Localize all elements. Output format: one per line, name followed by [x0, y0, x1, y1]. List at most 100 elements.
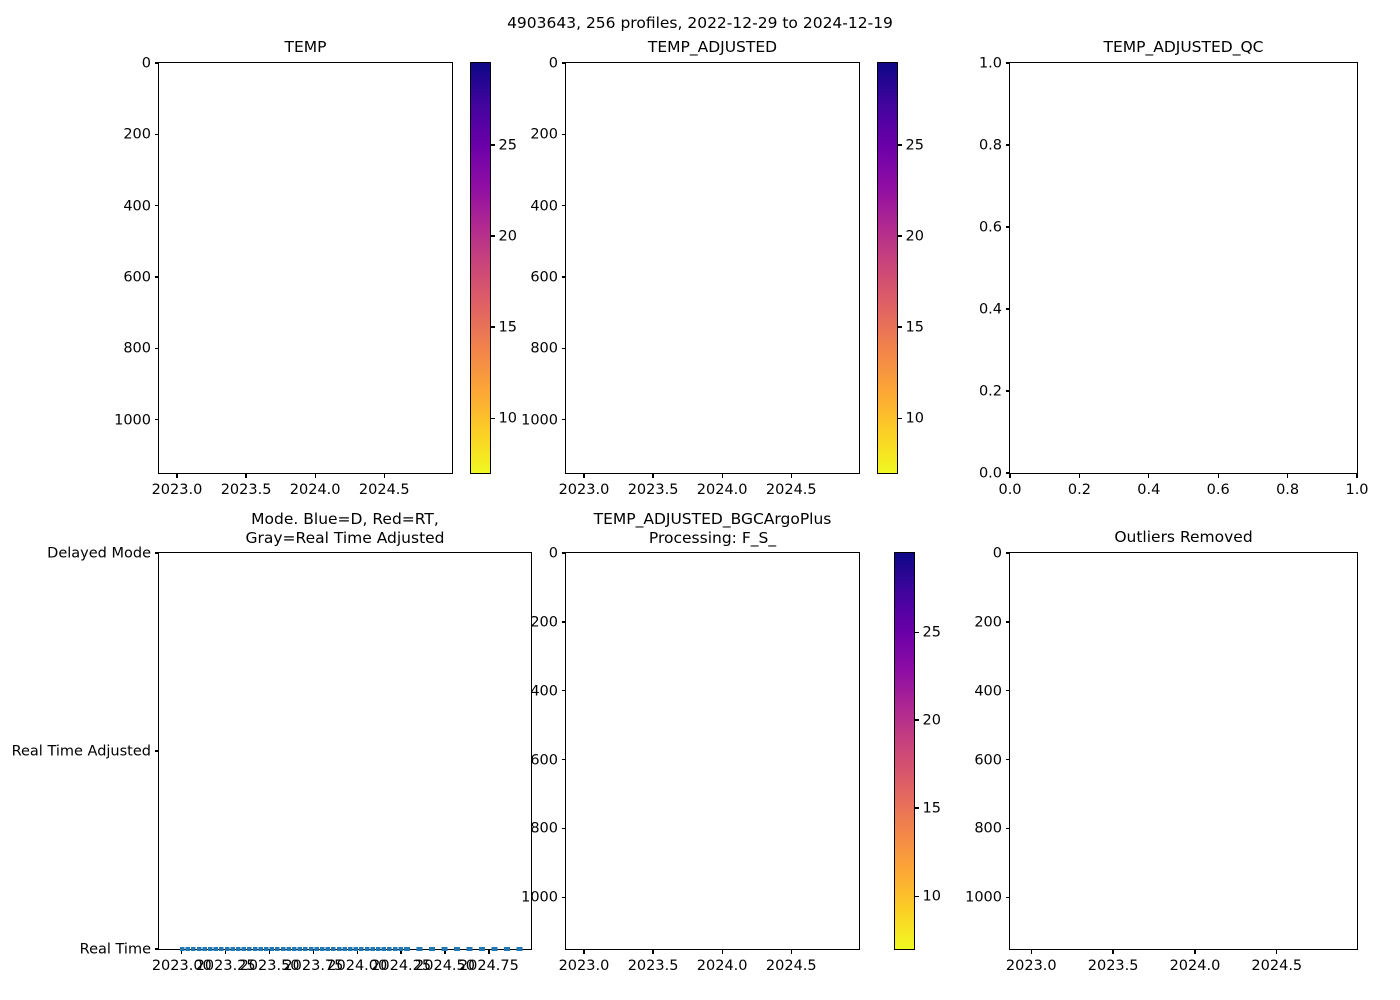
- axes-mode[interactable]: Mode. Blue=D, Red=RT, Gray=Real Time Adju…: [12, 510, 532, 974]
- xtick-label: 2023.5: [220, 481, 272, 498]
- xtick-label: 2023.50: [239, 957, 300, 974]
- xtick-mark: [444, 949, 446, 954]
- ytick-mark: [1005, 552, 1010, 554]
- ytick-label: 1000: [965, 889, 1002, 906]
- xtick-mark: [1030, 949, 1032, 954]
- colorbar-tick-label: 20: [905, 228, 924, 245]
- ytick-mark: [561, 418, 566, 421]
- colorbar-tick-mark: [897, 417, 902, 420]
- xtick-label: 2024.0: [1169, 957, 1221, 974]
- ytick-label: 0.8: [978, 137, 1002, 154]
- colorbar-temp[interactable]: 25 20 15 10: [470, 62, 517, 474]
- ytick-label: 600: [123, 269, 151, 286]
- ytick-mark: [154, 204, 159, 207]
- xtick-label: 0.2: [1067, 481, 1091, 498]
- xtick-mark: [583, 473, 585, 478]
- ytick-label: 0.4: [978, 301, 1002, 318]
- ytick-mark: [1005, 472, 1010, 474]
- xtick-label: 1.0: [1345, 481, 1369, 498]
- ytick-label: 0: [992, 545, 1002, 562]
- ytick-label: 200: [123, 126, 151, 143]
- xtick-mark: [1112, 949, 1114, 954]
- ytick-label: 800: [530, 820, 558, 837]
- ytick-mark: [154, 133, 159, 135]
- ytick-mark: [561, 552, 566, 554]
- colorbar-tick-label: 25: [498, 137, 517, 154]
- colorbar-tick-label: 25: [922, 624, 941, 641]
- axes-title-bgcargoplus-line2: Processing: F_S_: [648, 528, 777, 547]
- axes-temp-adjusted[interactable]: TEMP_ADJUSTED 0 200 400 600 800 1000 202…: [521, 38, 860, 498]
- colorbar-bgcargoplus[interactable]: 25 20 15 10: [894, 552, 941, 950]
- xtick-label: 2024.5: [358, 481, 410, 498]
- ytick-mark: [1005, 621, 1010, 623]
- colorbar-tick-mark: [914, 895, 919, 897]
- ytick-label: 200: [974, 614, 1002, 631]
- xtick-label: 0.6: [1206, 481, 1230, 498]
- xtick-mark: [176, 473, 178, 478]
- ytick-label: 600: [530, 269, 558, 286]
- axes-temp-adjusted-qc[interactable]: TEMP_ADJUSTED_QC 0.0 0.2 0.4 0.6 0.8 1.0…: [979, 38, 1369, 498]
- xtick-mark: [225, 949, 227, 954]
- ytick-label: 1000: [521, 412, 558, 429]
- xtick-label: 2023.00: [151, 957, 212, 974]
- xtick-mark: [268, 949, 271, 954]
- ytick-mark: [561, 62, 566, 64]
- ytick-mark: [561, 827, 566, 830]
- axes-temp-adjusted-bgcargoplus[interactable]: TEMP_ADJUSTED_BGCArgoPlus Processing: F_S…: [521, 510, 860, 974]
- ytick-label: 0.6: [978, 219, 1002, 236]
- colorbar-tick-mark: [897, 144, 902, 146]
- ytick-mark: [154, 418, 159, 421]
- ytick-mark: [154, 750, 159, 752]
- axes-title-mode-line2: Gray=Real Time Adjusted: [245, 528, 445, 547]
- ytick-mark: [1005, 896, 1010, 899]
- ytick-label: 800: [974, 820, 1002, 837]
- xtick-label: 2023.0: [1005, 957, 1057, 974]
- ytick-label: 200: [530, 614, 558, 631]
- colorbar-tick-mark: [897, 235, 902, 237]
- xtick-label: 2024.0: [289, 481, 341, 498]
- xtick-mark: [245, 473, 247, 478]
- ytick-label: 400: [123, 198, 151, 215]
- ytick-label: 1000: [521, 889, 558, 906]
- colorbar-tick-mark: [897, 326, 902, 328]
- axes-outliers-removed[interactable]: Outliers Removed 0 200 400 600 800 1000 …: [965, 528, 1358, 974]
- xtick-mark: [1194, 949, 1196, 954]
- colorbar-gradient: [895, 553, 914, 949]
- colorbar-tick-mark: [914, 719, 919, 721]
- xtick-mark: [312, 949, 315, 954]
- ytick-mark: [1005, 690, 1010, 692]
- xtick-label: 2024.5: [1251, 957, 1303, 974]
- xtick-label: 2023.0: [151, 481, 203, 498]
- xtick-mark: [1217, 473, 1219, 478]
- xtick-mark: [1078, 473, 1081, 478]
- colorbar-tick-mark: [914, 631, 919, 633]
- mode-series-dense-segment: [179, 947, 405, 951]
- ytick-label: 0: [548, 55, 558, 72]
- xtick-mark: [356, 949, 358, 954]
- axes-temp[interactable]: TEMP 0 200 400 600 800 1000 2023.0 2023.…: [114, 38, 453, 498]
- xtick-label: 2023.0: [558, 957, 610, 974]
- ytick-mark: [154, 552, 159, 554]
- ytick-mark: [154, 347, 159, 349]
- colorbar-tick-label: 15: [922, 800, 941, 817]
- colorbar-temp-adjusted[interactable]: 25 20 15 10: [877, 62, 924, 474]
- ytick-mark: [1005, 144, 1010, 146]
- ytick-label: 0: [141, 55, 151, 72]
- xtick-label: 2023.75: [283, 957, 344, 974]
- ytick-mark: [561, 690, 566, 692]
- xtick-label: 0.0: [998, 481, 1022, 498]
- axes-title-mode-line1: Mode. Blue=D, Red=RT,: [251, 509, 439, 528]
- ytick-mark: [561, 621, 566, 623]
- xtick-label: 2024.0: [696, 481, 748, 498]
- xtick-label: 0.8: [1276, 481, 1300, 498]
- xtick-label: 2023.25: [195, 957, 256, 974]
- xtick-mark: [488, 949, 490, 954]
- ytick-mark: [561, 204, 566, 207]
- ytick-label: 400: [974, 683, 1002, 700]
- axes-title-bgcargoplus: TEMP_ADJUSTED_BGCArgoPlus Processing: F_S…: [566, 510, 859, 548]
- colorbar-tick-mark: [914, 807, 919, 809]
- xtick-mark: [583, 949, 585, 954]
- colorbar-tick-label: 25: [905, 137, 924, 154]
- mode-series-sparse-segment: [404, 947, 524, 951]
